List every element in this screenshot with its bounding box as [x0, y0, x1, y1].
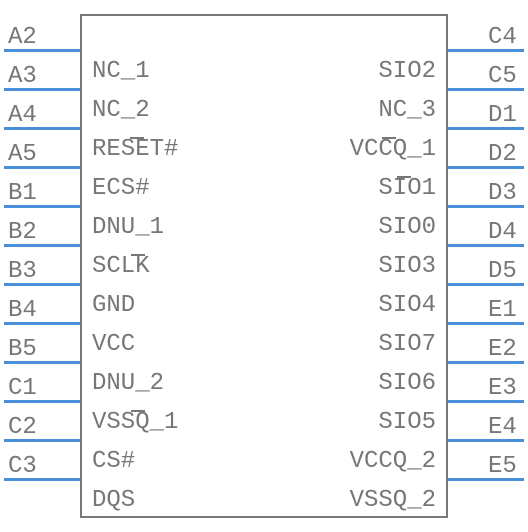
pin-label: SIO1	[378, 175, 436, 202]
pin-label: ECS#	[92, 175, 150, 202]
pin-label: DNU_1	[92, 214, 164, 241]
pin-number: C3	[8, 453, 37, 480]
pin-number: D2	[488, 141, 517, 168]
pin-label: SCLK	[92, 253, 150, 280]
pin-number: C2	[8, 414, 37, 441]
pin-number: B2	[8, 219, 37, 246]
pin-label: GND	[92, 292, 135, 319]
overline-bar	[130, 137, 144, 139]
pin-label: SIO2	[378, 58, 436, 85]
pin-number: D3	[488, 180, 517, 207]
pin-number: C1	[8, 375, 37, 402]
pin-number: B1	[8, 180, 37, 207]
pin-label: SIO4	[378, 292, 436, 319]
pin-label: VSSQ_2	[350, 487, 436, 514]
pin-label: SIO0	[378, 214, 436, 241]
pin-label: VSSQ_1	[92, 409, 178, 436]
pin-number: E5	[488, 453, 517, 480]
overline-bar	[382, 137, 396, 139]
pin-number: E3	[488, 375, 517, 402]
overline-bar	[131, 254, 145, 256]
pin-label: RESET#	[92, 136, 178, 163]
pin-label: NC_1	[92, 58, 150, 85]
overline-bar	[131, 410, 145, 412]
pin-label: CS#	[92, 448, 135, 475]
pin-number: B5	[8, 336, 37, 363]
pin-number: D5	[488, 258, 517, 285]
pin-number: C5	[488, 63, 517, 90]
pin-label: DNU_2	[92, 370, 164, 397]
pin-number: B4	[8, 297, 37, 324]
pin-label: SIO5	[378, 409, 436, 436]
pin-number: D4	[488, 219, 517, 246]
pin-number: A3	[8, 63, 37, 90]
pin-number: C4	[488, 24, 517, 51]
pin-label: SIO7	[378, 331, 436, 358]
pin-number: B3	[8, 258, 37, 285]
pin-number: A4	[8, 102, 37, 129]
pin-label: SIO3	[378, 253, 436, 280]
pin-label: NC_3	[378, 97, 436, 124]
pin-label: NC_2	[92, 97, 150, 124]
overline-bar	[397, 176, 411, 178]
pin-label: SIO6	[378, 370, 436, 397]
pin-number: E4	[488, 414, 517, 441]
pin-number: A2	[8, 24, 37, 51]
pin-number: D1	[488, 102, 517, 129]
pin-label: VCCQ_1	[350, 136, 436, 163]
pin-label: VCC	[92, 331, 135, 358]
pin-number: A5	[8, 141, 37, 168]
pin-number: E2	[488, 336, 517, 363]
pin-label: DQS	[92, 487, 135, 514]
pin-label: VCCQ_2	[350, 448, 436, 475]
pin-number: E1	[488, 297, 517, 324]
